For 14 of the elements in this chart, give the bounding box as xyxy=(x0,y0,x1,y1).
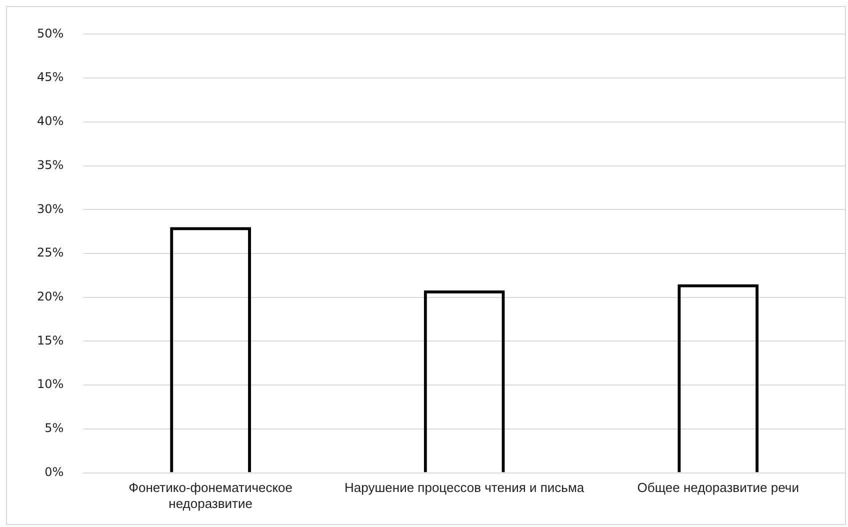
x-tick-label: Нарушение процессов чтения и письма xyxy=(344,480,585,496)
y-tick-label: 20% xyxy=(37,289,64,304)
y-tick-label: 10% xyxy=(37,377,64,392)
y-tick-label: 45% xyxy=(37,70,64,84)
y-tick-label: 30% xyxy=(37,202,64,216)
y-tick-label: 35% xyxy=(37,158,64,172)
x-tick-label: Общее недоразвитие речи xyxy=(637,480,799,496)
y-tick-label: 15% xyxy=(37,333,64,348)
x-tick-label: Фонетико-фонематическое недоразвитие xyxy=(128,480,293,511)
y-tick-label: 40% xyxy=(37,114,64,128)
y-tick-label: 5% xyxy=(44,421,64,436)
y-tick-label: 50% xyxy=(37,26,64,40)
y-tick-label: 0% xyxy=(44,464,64,479)
y-tick-label: 25% xyxy=(37,246,64,260)
